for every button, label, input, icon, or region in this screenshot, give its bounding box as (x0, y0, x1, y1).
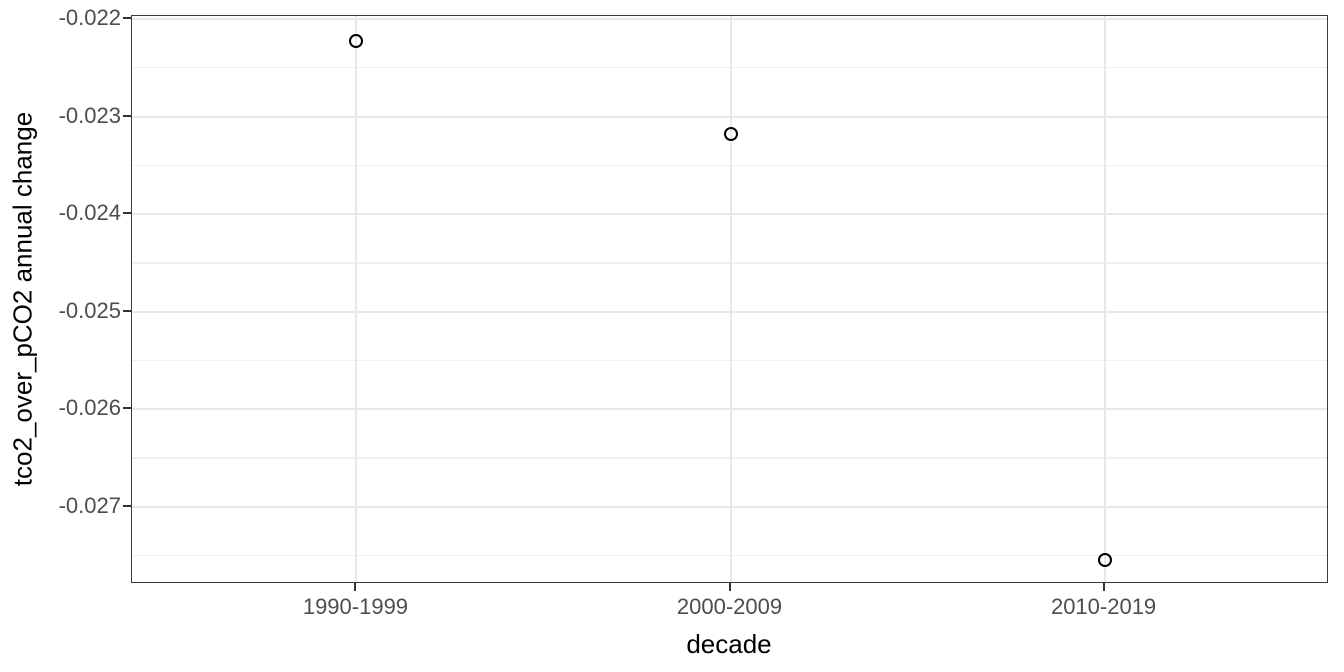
data-point (1097, 552, 1112, 567)
y-tick-label: -0.024 (58, 200, 121, 226)
gridline-major-v (355, 16, 358, 582)
y-tick-label: -0.025 (58, 297, 121, 323)
gridline-major-v (1103, 16, 1106, 582)
data-point (349, 34, 364, 49)
x-tick-mark (1102, 583, 1105, 591)
y-tick-mark (123, 504, 131, 507)
y-tick-mark (123, 309, 131, 312)
x-tick-mark (728, 583, 731, 591)
x-tick-label: 2000-2009 (676, 594, 783, 619)
y-tick-label: -0.022 (58, 4, 121, 30)
y-tick-mark (123, 407, 131, 410)
x-tick-mark (354, 583, 357, 591)
y-tick-label: -0.023 (58, 102, 121, 128)
x-tick-label: 2010-2019 (1050, 594, 1157, 619)
y-tick-label: -0.026 (58, 395, 121, 421)
data-point (723, 127, 738, 142)
x-axis-title: decade (686, 629, 772, 659)
plot-panel (131, 15, 1328, 583)
y-tick-mark (123, 16, 131, 19)
y-tick-mark (123, 114, 131, 117)
y-tick-label: -0.027 (58, 492, 121, 518)
gridline-major-v (729, 16, 732, 582)
y-tick-mark (123, 212, 131, 215)
x-tick-label: 1990-1999 (302, 594, 409, 619)
